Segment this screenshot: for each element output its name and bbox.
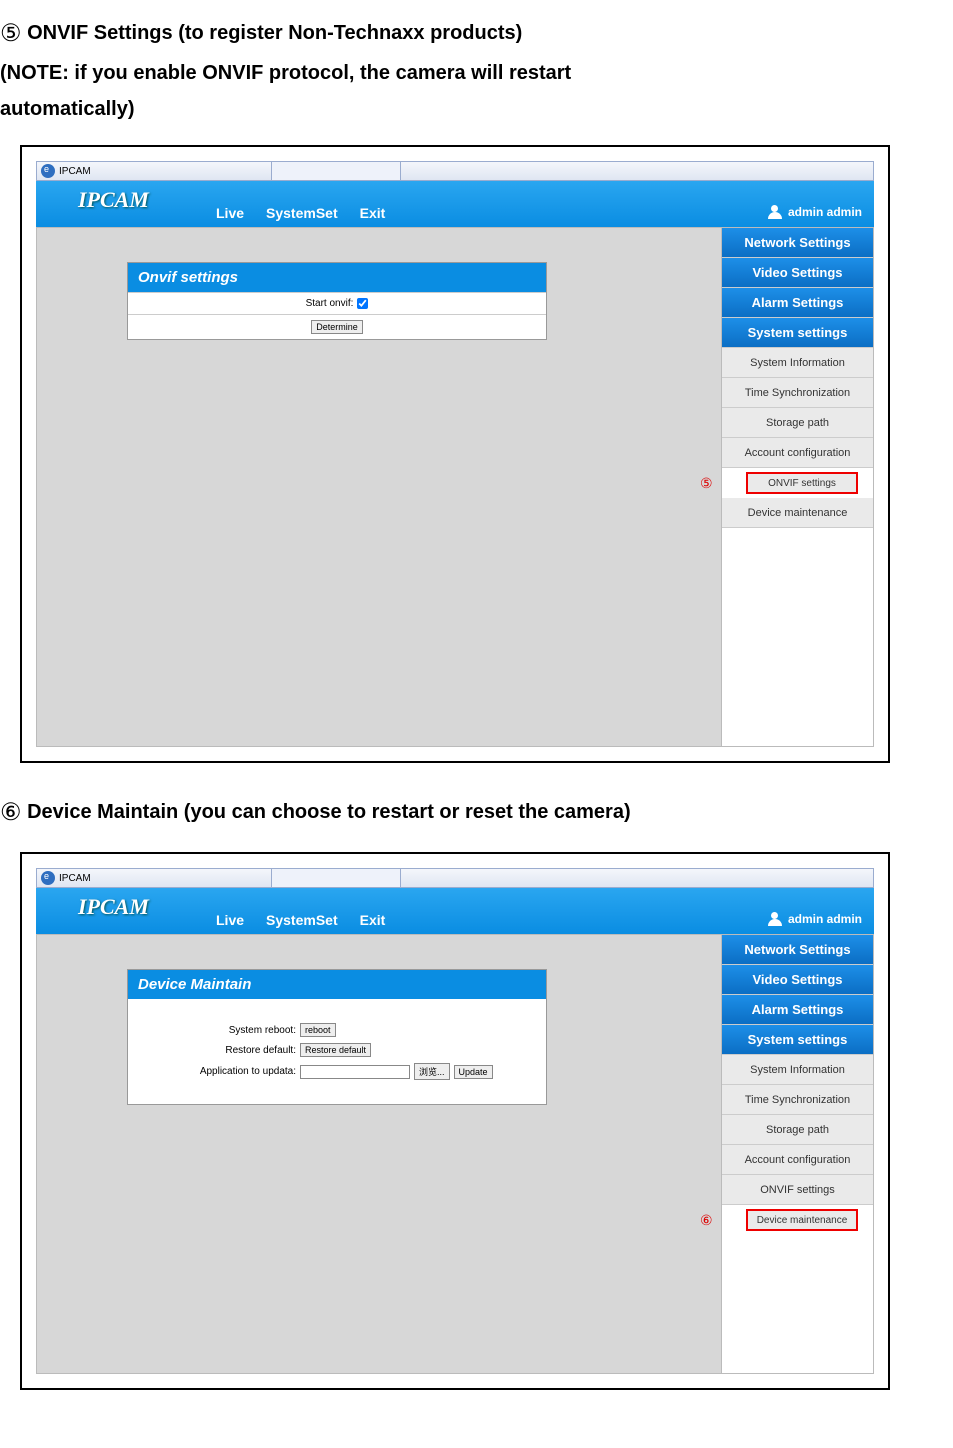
sidebar-alarm-2[interactable]: Alarm Settings	[722, 995, 873, 1025]
start-onvif-label: Start onvif:	[306, 298, 354, 309]
sidebar-timesync-2[interactable]: Time Synchronization	[722, 1085, 873, 1115]
maintain-panel: Device Maintain System reboot: reboot Re…	[127, 969, 547, 1105]
sidebar-sysinfo[interactable]: System Information	[722, 348, 873, 378]
sidebar-maint[interactable]: Device maintenance	[722, 498, 873, 528]
app-logo: IPCAM	[78, 187, 149, 213]
screenshot-onvif: IPCAM IPCAM Live SystemSet Exit admin ad…	[36, 161, 874, 747]
start-onvif-checkbox[interactable]	[357, 298, 368, 309]
sidebar-alarm[interactable]: Alarm Settings	[722, 288, 873, 318]
nav-exit[interactable]: Exit	[360, 205, 386, 221]
reboot-button[interactable]: reboot	[300, 1023, 336, 1037]
heading1-line3: automatically)	[0, 98, 134, 120]
screenshot-maintain-frame: IPCAM IPCAM Live SystemSet Exit admin ad…	[20, 852, 890, 1390]
app-logo-2: IPCAM	[78, 894, 149, 920]
blank-tab-2[interactable]	[271, 869, 401, 887]
reboot-row: System reboot: reboot	[140, 1023, 534, 1037]
user-label: admin admin	[788, 205, 862, 219]
browser-tab-title: IPCAM	[59, 166, 91, 177]
update-label: Application to updata:	[140, 1066, 300, 1077]
circled-6: ⑥	[0, 799, 22, 826]
content-pane-2: Device Maintain System reboot: reboot Re…	[37, 935, 721, 1373]
sidebar-network-2[interactable]: Network Settings	[722, 935, 873, 965]
browser-tabbar: IPCAM	[36, 161, 874, 181]
sidebar-timesync[interactable]: Time Synchronization	[722, 378, 873, 408]
maintain-panel-body: System reboot: reboot Restore default: R…	[128, 999, 546, 1104]
nav-exit-2[interactable]: Exit	[360, 912, 386, 928]
update-path-input[interactable]	[300, 1065, 410, 1079]
user-icon	[768, 205, 782, 219]
onvif-determine-row: Determine	[128, 314, 546, 339]
restore-button[interactable]: Restore default	[300, 1043, 371, 1057]
app-header: IPCAM Live SystemSet Exit admin admin	[36, 181, 874, 227]
sidebar-account-2[interactable]: Account configuration	[722, 1145, 873, 1175]
sidebar-storage-2[interactable]: Storage path	[722, 1115, 873, 1145]
heading-maintain: ⑥ Device Maintain (you can choose to res…	[0, 791, 953, 834]
user-icon-2	[768, 912, 782, 926]
sidebar-sysinfo-2[interactable]: System Information	[722, 1055, 873, 1085]
sidebar-onvif-2[interactable]: ONVIF settings	[722, 1175, 873, 1205]
nav-systemset[interactable]: SystemSet	[266, 205, 338, 221]
circled-5: ⑤	[0, 20, 22, 47]
heading1-line1: ONVIF Settings (to register Non-Technaxx…	[22, 22, 523, 44]
heading1-line2: (NOTE: if you enable ONVIF protocol, the…	[0, 62, 571, 84]
sidebar-maint-2[interactable]: Device maintenance	[746, 1209, 858, 1231]
settings-sidebar: Network Settings Video Settings Alarm Se…	[721, 228, 873, 746]
sidebar-network[interactable]: Network Settings	[722, 228, 873, 258]
app-body-2: Device Maintain System reboot: reboot Re…	[36, 934, 874, 1374]
ie-icon-2	[41, 871, 55, 885]
sidebar-video-2[interactable]: Video Settings	[722, 965, 873, 995]
browser-tab-title-2: IPCAM	[59, 873, 91, 884]
user-area: admin admin	[768, 205, 862, 219]
ie-icon	[41, 164, 55, 178]
heading-onvif: ⑤ ONVIF Settings (to register Non-Techna…	[0, 12, 953, 127]
maintain-panel-title: Device Maintain	[128, 970, 546, 999]
sidebar-storage[interactable]: Storage path	[722, 408, 873, 438]
sidebar-video[interactable]: Video Settings	[722, 258, 873, 288]
app-body: Onvif settings Start onvif: Determine Ne…	[36, 227, 874, 747]
reboot-label: System reboot:	[140, 1025, 300, 1036]
blank-tab[interactable]	[271, 162, 401, 180]
nav-systemset-2[interactable]: SystemSet	[266, 912, 338, 928]
screenshot-onvif-frame: IPCAM IPCAM Live SystemSet Exit admin ad…	[20, 145, 890, 763]
restore-row: Restore default: Restore default	[140, 1043, 534, 1057]
badge-6: ⑥	[700, 1212, 713, 1229]
sidebar-maint-wrap: ⑥ Device maintenance	[722, 1205, 873, 1235]
badge-5: ⑤	[700, 475, 713, 492]
sidebar-onvif-wrap: ⑤ ONVIF settings	[722, 468, 873, 498]
nav-live[interactable]: Live	[216, 205, 244, 221]
sidebar-system-2[interactable]: System settings	[722, 1025, 873, 1055]
browser-tabbar-2: IPCAM	[36, 868, 874, 888]
app-header-2: IPCAM Live SystemSet Exit admin admin	[36, 888, 874, 934]
onvif-panel: Onvif settings Start onvif: Determine	[127, 262, 547, 340]
restore-label: Restore default:	[140, 1045, 300, 1056]
update-button[interactable]: Update	[454, 1065, 493, 1079]
settings-sidebar-2: Network Settings Video Settings Alarm Se…	[721, 935, 873, 1373]
sidebar-account[interactable]: Account configuration	[722, 438, 873, 468]
top-nav-2: Live SystemSet Exit	[216, 912, 385, 928]
update-row: Application to updata: 浏览... Update	[140, 1063, 534, 1080]
browse-button[interactable]: 浏览...	[414, 1063, 450, 1080]
screenshot-maintain: IPCAM IPCAM Live SystemSet Exit admin ad…	[36, 868, 874, 1374]
onvif-panel-title: Onvif settings	[128, 263, 546, 292]
sidebar-onvif[interactable]: ONVIF settings	[746, 472, 858, 494]
determine-button[interactable]: Determine	[311, 320, 363, 334]
user-area-2: admin admin	[768, 912, 862, 926]
onvif-start-row: Start onvif:	[128, 292, 546, 314]
user-label-2: admin admin	[788, 912, 862, 926]
heading2-text: Device Maintain (you can choose to resta…	[22, 801, 631, 823]
sidebar-system[interactable]: System settings	[722, 318, 873, 348]
top-nav: Live SystemSet Exit	[216, 205, 385, 221]
content-pane: Onvif settings Start onvif: Determine	[37, 228, 721, 746]
nav-live-2[interactable]: Live	[216, 912, 244, 928]
